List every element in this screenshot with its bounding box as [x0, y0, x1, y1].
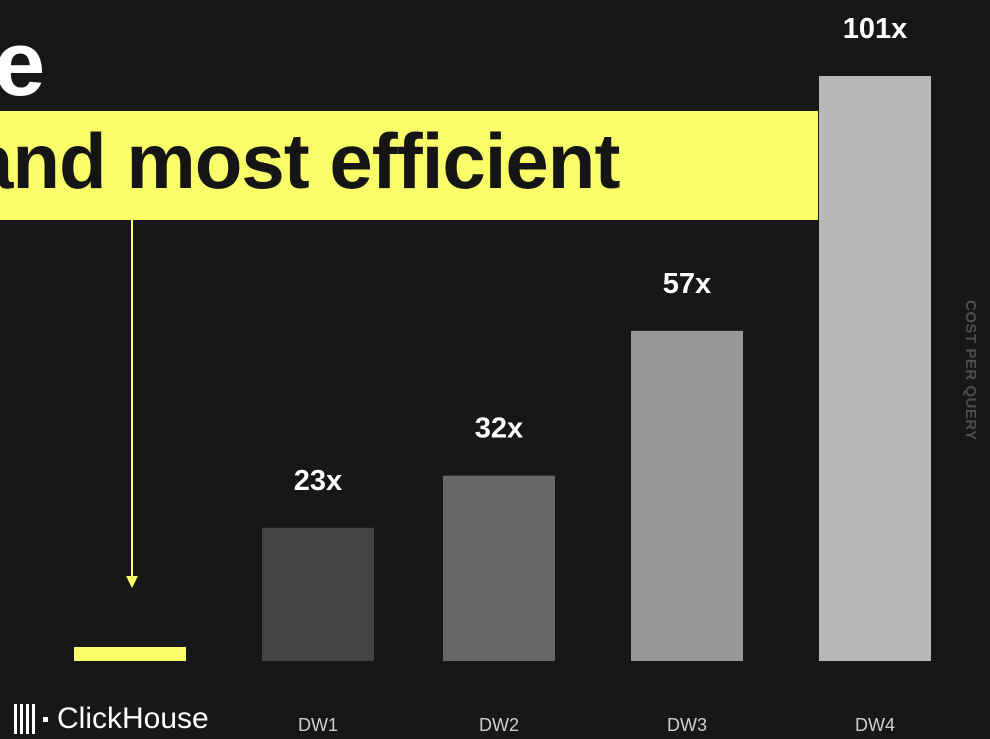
- bar-dw3: [631, 330, 743, 661]
- clickhouse-bars-icon: [14, 704, 35, 734]
- logo-text: ClickHouse: [57, 702, 209, 735]
- value-label: 23x: [294, 465, 342, 497]
- category-label: DW2: [479, 715, 519, 735]
- pointer-arrow-icon: [126, 576, 138, 588]
- category-label: DW1: [298, 715, 338, 735]
- headline: and most efficient: [0, 117, 620, 205]
- logo-dot-icon: [43, 716, 48, 722]
- headline-top-fragment: e: [0, 13, 46, 115]
- bar-dw4: [819, 76, 931, 661]
- pointer-line: [131, 220, 133, 582]
- category-label: DW4: [855, 715, 895, 735]
- clickhouse-logo: ClickHouse: [14, 704, 209, 734]
- value-label: 32x: [475, 413, 523, 445]
- headline-highlight: [0, 111, 818, 220]
- y-axis-label: COST PER QUERY: [962, 300, 979, 441]
- bar-dw1: [262, 527, 374, 661]
- value-label: 57x: [663, 268, 711, 300]
- value-label: 101x: [843, 13, 908, 45]
- bar-dw2: [443, 475, 555, 661]
- category-label: DW3: [667, 715, 707, 735]
- bar-clickhouse: [74, 647, 186, 661]
